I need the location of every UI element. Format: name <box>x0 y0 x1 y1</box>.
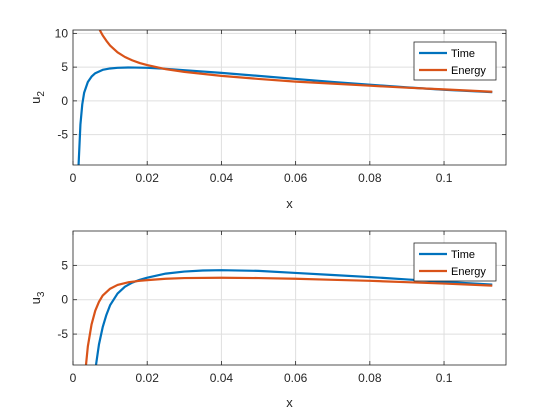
y-axis-label-subscript: 3 <box>36 291 47 297</box>
x-tick-label: 0.1 <box>436 171 453 185</box>
x-tick-label: 0.02 <box>136 171 160 185</box>
legend: Time Energy <box>413 41 497 81</box>
series-line-energy <box>84 276 493 365</box>
x-tick-label: 0.04 <box>210 371 234 385</box>
y-axis-label: u2 <box>28 91 47 104</box>
x-tick-label: 0.06 <box>284 371 308 385</box>
x-tick-label: 0.02 <box>136 371 160 385</box>
x-tick-label: 0.04 <box>210 171 234 185</box>
y-tick-label: 10 <box>55 26 69 40</box>
y-tick-label: 0 <box>61 293 68 307</box>
series-line-energy <box>98 30 493 93</box>
y-tick-label: 5 <box>61 258 68 272</box>
y-axis-label: u3 <box>28 291 47 304</box>
x-axis-label: x <box>286 196 293 211</box>
legend-box <box>413 41 497 81</box>
x-tick-label: 0.1 <box>436 371 453 385</box>
y-tick-label: -5 <box>57 327 68 341</box>
series-line-time <box>77 66 493 165</box>
y-tick-label: 5 <box>61 60 68 74</box>
legend-box <box>413 242 497 282</box>
x-tick-label: 0.08 <box>358 171 382 185</box>
y-axis-label-main: u <box>28 97 43 104</box>
y-tick-label: -5 <box>57 128 68 142</box>
y-axis-label-main: u <box>28 297 43 304</box>
axes-box <box>72 29 507 166</box>
legend: Time Energy <box>413 242 497 282</box>
legend-label-time: Time <box>451 249 475 261</box>
legend-label-energy: Energy <box>451 266 486 278</box>
x-tick-label: 0.06 <box>284 171 308 185</box>
x-tick-label: 0 <box>70 171 77 185</box>
subplot-2: 0 0.02 0.04 0.06 0.08 0.1 -5 0 5 x u3 Time Energy <box>28 230 507 410</box>
y-axis-label-subscript: 2 <box>36 91 47 97</box>
legend-label-time: Time <box>451 48 475 60</box>
x-tick-label: 0 <box>70 371 77 385</box>
series-line-time <box>94 269 493 365</box>
x-tick-label: 0.08 <box>358 371 382 385</box>
legend-label-energy: Energy <box>451 65 486 77</box>
axes-box <box>72 230 507 366</box>
x-axis-label: x <box>286 395 293 410</box>
subplot-1: 0 0.02 0.04 0.06 0.08 0.1 -5 0 5 10 x u2 Time Energy <box>28 26 507 211</box>
y-tick-label: 0 <box>61 94 68 108</box>
